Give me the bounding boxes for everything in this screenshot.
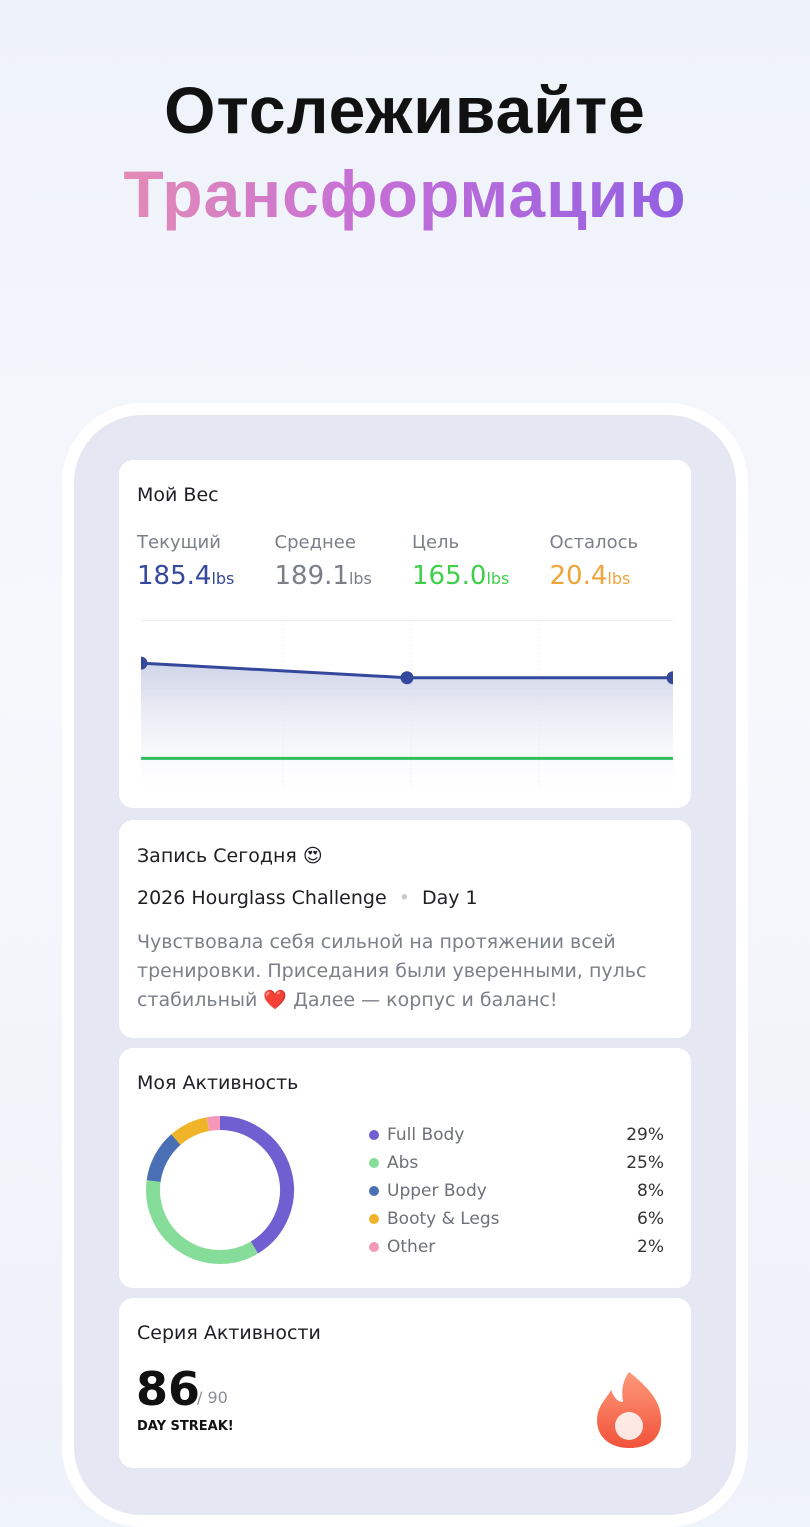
donut-segment [146, 1180, 258, 1264]
legend-dot [369, 1214, 379, 1224]
legend-dot [369, 1242, 379, 1252]
stat-value-row: 165.0lbs [412, 561, 509, 591]
stat-value: 185.4 [137, 561, 212, 591]
journal-text: Чувствовала себя сильной на протяжении в… [137, 931, 647, 1011]
weight-point [400, 671, 414, 685]
streak-card: Серия Активности 86 / 90 DAY STREAK! [119, 1298, 691, 1468]
legend-label: Full Body [387, 1125, 465, 1145]
weight-card: Мой Вес Текущий 185.4lbs Среднее 189.1lbs Це… [119, 460, 691, 808]
stat-unit: lbs [211, 569, 235, 588]
donut-segment [219, 1116, 294, 1254]
stat-label: Среднее [274, 532, 356, 553]
donut-segment [206, 1116, 221, 1131]
stat-label: Осталось [549, 532, 639, 553]
legend-label: Booty & Legs [387, 1209, 500, 1229]
card-title: Серия Активности [137, 1322, 321, 1344]
donut-segment [146, 1134, 181, 1183]
challenge-line: 2026 Hourglass Challenge • Day 1 [137, 887, 478, 909]
stat-value-row: 20.4lbs [550, 561, 631, 591]
weight-chart [141, 620, 673, 790]
legend-label: Abs [387, 1153, 419, 1173]
legend-value: 25% [626, 1153, 664, 1173]
headline: Отслеживайте [164, 73, 646, 147]
stat-value: 189.1 [274, 561, 349, 591]
separator: • [398, 887, 410, 909]
donut-segment [171, 1117, 210, 1145]
legend-value: 6% [637, 1209, 664, 1229]
donut-chart [146, 1116, 294, 1264]
legend-label: Other [387, 1237, 436, 1257]
stat-value-row: 189.1lbs [275, 561, 372, 591]
legend-value: 8% [637, 1181, 664, 1201]
legend-label: Upper Body [387, 1181, 487, 1201]
stat-value: 165.0 [412, 561, 487, 591]
stat-unit: lbs [348, 569, 372, 588]
challenge: 2026 Hourglass Challenge [137, 887, 387, 909]
flame-icon [597, 1372, 662, 1448]
weight-point [141, 656, 148, 670]
stat-value: 20.4 [549, 561, 608, 591]
stat-unit: lbs [607, 569, 631, 588]
legend-dot [369, 1158, 379, 1168]
stat-unit: lbs [486, 569, 510, 588]
stat-label: Цель [412, 532, 460, 553]
activity-card: Моя Активность Full Body 29% Abs 25% Upper B… [119, 1048, 691, 1288]
weight-point [666, 671, 673, 685]
card-title: Запись Сегодня 😍 [137, 845, 323, 867]
legend-value: 29% [626, 1125, 664, 1145]
day: Day 1 [421, 887, 478, 909]
card-title: Мой Вес [137, 484, 219, 506]
headline-accent: Трансформацию [0, 156, 810, 232]
streak-count: 86 [136, 1362, 201, 1416]
streak-total: / 90 [197, 1388, 228, 1407]
streak-caption: DAY STREAK! [137, 1419, 234, 1434]
card-title: Моя Активность [137, 1072, 299, 1094]
stat-value-row: 185.4lbs [137, 561, 234, 591]
legend-dot [369, 1186, 379, 1196]
journal-card: Запись Сегодня 😍 2026 Hourglass Challeng… [119, 820, 691, 1038]
stat-label: Текущий [137, 532, 221, 553]
legend-dot [369, 1130, 379, 1140]
legend-value: 2% [637, 1237, 664, 1257]
